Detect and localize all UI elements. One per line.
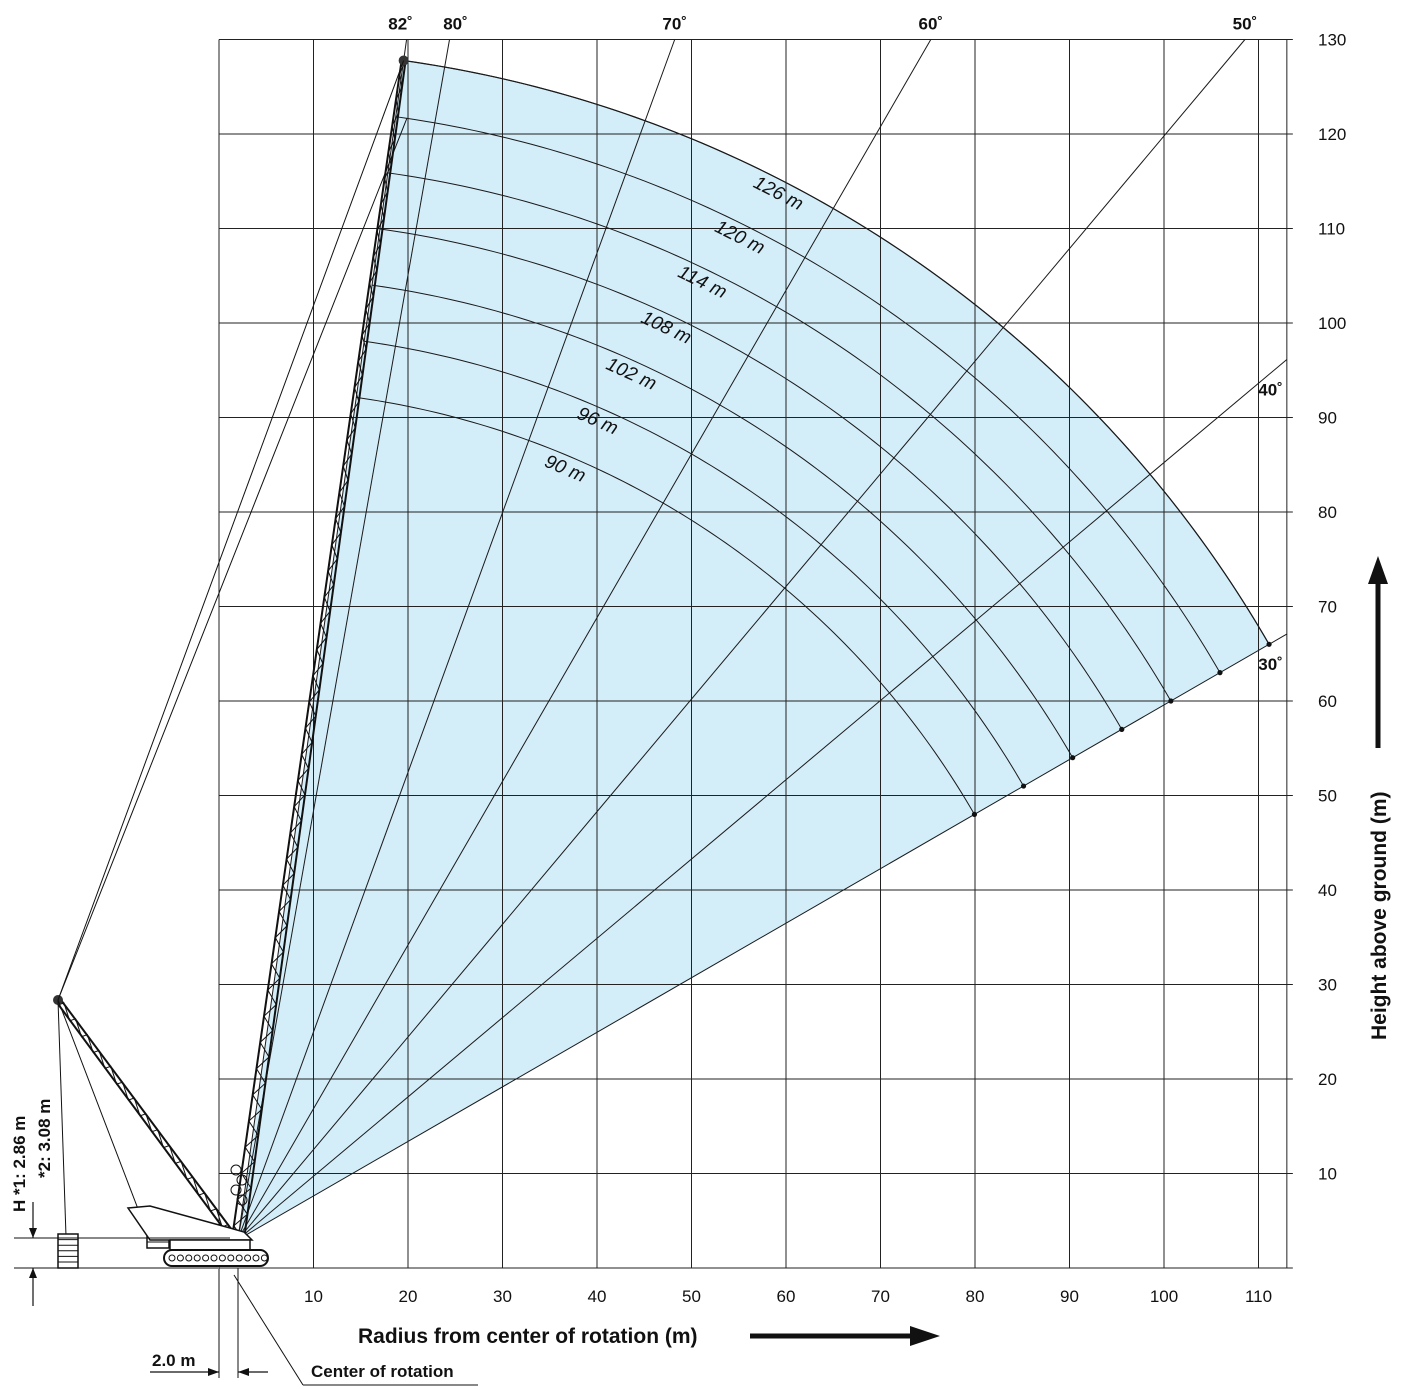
track-roller <box>218 1254 226 1262</box>
y-tick-label: 50 <box>1318 787 1337 806</box>
boom-rope <box>57 117 408 1001</box>
y-axis-title: Height above ground (m) <box>1368 792 1391 1041</box>
boom-lacing <box>233 60 407 1241</box>
center-leader-line <box>233 1274 304 1386</box>
boom-arc <box>364 340 1024 787</box>
x-axis-title: Radius from center of rotation (m) <box>358 1325 698 1348</box>
rope-coil <box>236 1194 248 1206</box>
angle-line <box>237 359 1288 1241</box>
x-tick-label: 70 <box>871 1287 890 1306</box>
track-roller <box>168 1254 176 1262</box>
y-tick-label: 90 <box>1318 409 1337 428</box>
upper-body <box>126 1205 254 1241</box>
x-tick-label: 80 <box>966 1287 985 1306</box>
track-roller <box>202 1254 210 1262</box>
track-roller <box>185 1254 193 1262</box>
mast-chord <box>57 1003 235 1244</box>
angle-line <box>237 39 451 1240</box>
center-of-rotation-label: Center of rotation <box>311 1362 454 1381</box>
slewing-base <box>169 1239 251 1251</box>
x-tick-label: 10 <box>304 1287 323 1306</box>
outer-range-edge <box>403 59 1270 645</box>
track-roller <box>210 1254 218 1262</box>
track-roller <box>244 1254 252 1262</box>
angle-label: 60˚ <box>919 15 944 34</box>
angle-line <box>237 633 1288 1241</box>
rope-coil <box>230 1184 242 1196</box>
crane-illustration <box>53 55 409 1269</box>
x-tick-label: 110 <box>1245 1287 1272 1306</box>
track-roller <box>227 1254 235 1262</box>
backstay <box>57 999 149 1236</box>
boom-arc <box>387 172 1172 702</box>
angle-line <box>237 39 676 1240</box>
crawler-track <box>163 1249 269 1267</box>
arc-end-dot <box>1217 670 1223 676</box>
rope-coil <box>236 1174 248 1186</box>
arc-end-dot <box>1266 641 1272 647</box>
rope-coil <box>230 1164 242 1176</box>
y-tick-label: 40 <box>1318 881 1337 900</box>
x-tick-label: 40 <box>588 1287 607 1306</box>
arc-end-dot <box>1070 755 1076 761</box>
angle-label: 50˚ <box>1233 15 1258 34</box>
boom-arc <box>356 396 975 815</box>
y-tick-label: 100 <box>1318 314 1346 333</box>
x-tick-label: 60 <box>777 1287 796 1306</box>
arc-end-dot <box>971 811 978 818</box>
boom-pendant <box>57 60 405 1001</box>
y-tick-label: 130 <box>1318 31 1346 50</box>
h-label-1: H *1: 2.86 m <box>10 1116 29 1212</box>
boom-arc <box>379 228 1123 730</box>
working-range-fill <box>237 60 1270 1240</box>
y-tick-label: 80 <box>1318 503 1337 522</box>
y-tick-labels: 10 20 30 40 50 60 70 80 90 100 110 120 130 <box>1318 31 1346 1184</box>
track-roller <box>235 1254 243 1262</box>
angle-label: 30˚ <box>1258 655 1283 674</box>
x-tick-label: 90 <box>1060 1287 1079 1306</box>
track-roller <box>193 1254 201 1262</box>
boom-chord <box>242 60 407 1241</box>
x-tick-label: 50 <box>682 1287 701 1306</box>
h-dimension <box>14 1202 230 1306</box>
x-tick-label: 20 <box>399 1287 418 1306</box>
arc-end-dot <box>1119 726 1125 732</box>
angle-label: 70˚ <box>662 15 687 34</box>
angle-label: 82˚ <box>388 15 413 34</box>
backstay-rear <box>57 999 67 1237</box>
mast-lacing <box>57 1002 235 1243</box>
y-tick-label: 60 <box>1318 692 1337 711</box>
arc-end-dot <box>1020 783 1027 789</box>
arc-end-points <box>971 641 1272 818</box>
track-roller <box>260 1254 268 1262</box>
offset-dimension <box>150 1268 268 1378</box>
h-label-2: *2: 3.08 m <box>35 1099 54 1178</box>
angle-line <box>237 39 932 1240</box>
angle-lines <box>237 39 1288 1241</box>
grid <box>218 39 1293 1269</box>
boom-arc <box>371 284 1074 758</box>
boom-arc <box>395 116 1221 673</box>
angle-line <box>237 39 1246 1240</box>
angle-labels: 82˚ 80˚ 70˚ 60˚ 50˚ 40˚ 30˚ <box>388 15 1283 675</box>
angle-label: 80˚ <box>443 15 468 34</box>
offset-label: 2.0 m <box>152 1351 195 1370</box>
x-tick-label: 100 <box>1150 1287 1178 1306</box>
y-axis-arrow <box>1368 556 1388 748</box>
arc-end-dot <box>1168 698 1174 704</box>
track-roller <box>252 1254 260 1262</box>
x-axis-arrow <box>750 1326 940 1346</box>
angle-line <box>237 39 408 1240</box>
x-tick-label: 30 <box>493 1287 512 1306</box>
y-tick-label: 30 <box>1318 976 1337 995</box>
y-tick-label: 70 <box>1318 598 1337 617</box>
x-tick-labels: 10 20 30 40 50 60 70 80 90 100 110 <box>304 1287 1272 1306</box>
track-roller <box>176 1254 184 1262</box>
y-tick-label: 10 <box>1318 1165 1337 1184</box>
y-tick-label: 20 <box>1318 1070 1337 1089</box>
angle-label: 40˚ <box>1258 380 1283 399</box>
y-tick-label: 110 <box>1318 220 1345 239</box>
y-tick-label: 120 <box>1318 125 1346 144</box>
